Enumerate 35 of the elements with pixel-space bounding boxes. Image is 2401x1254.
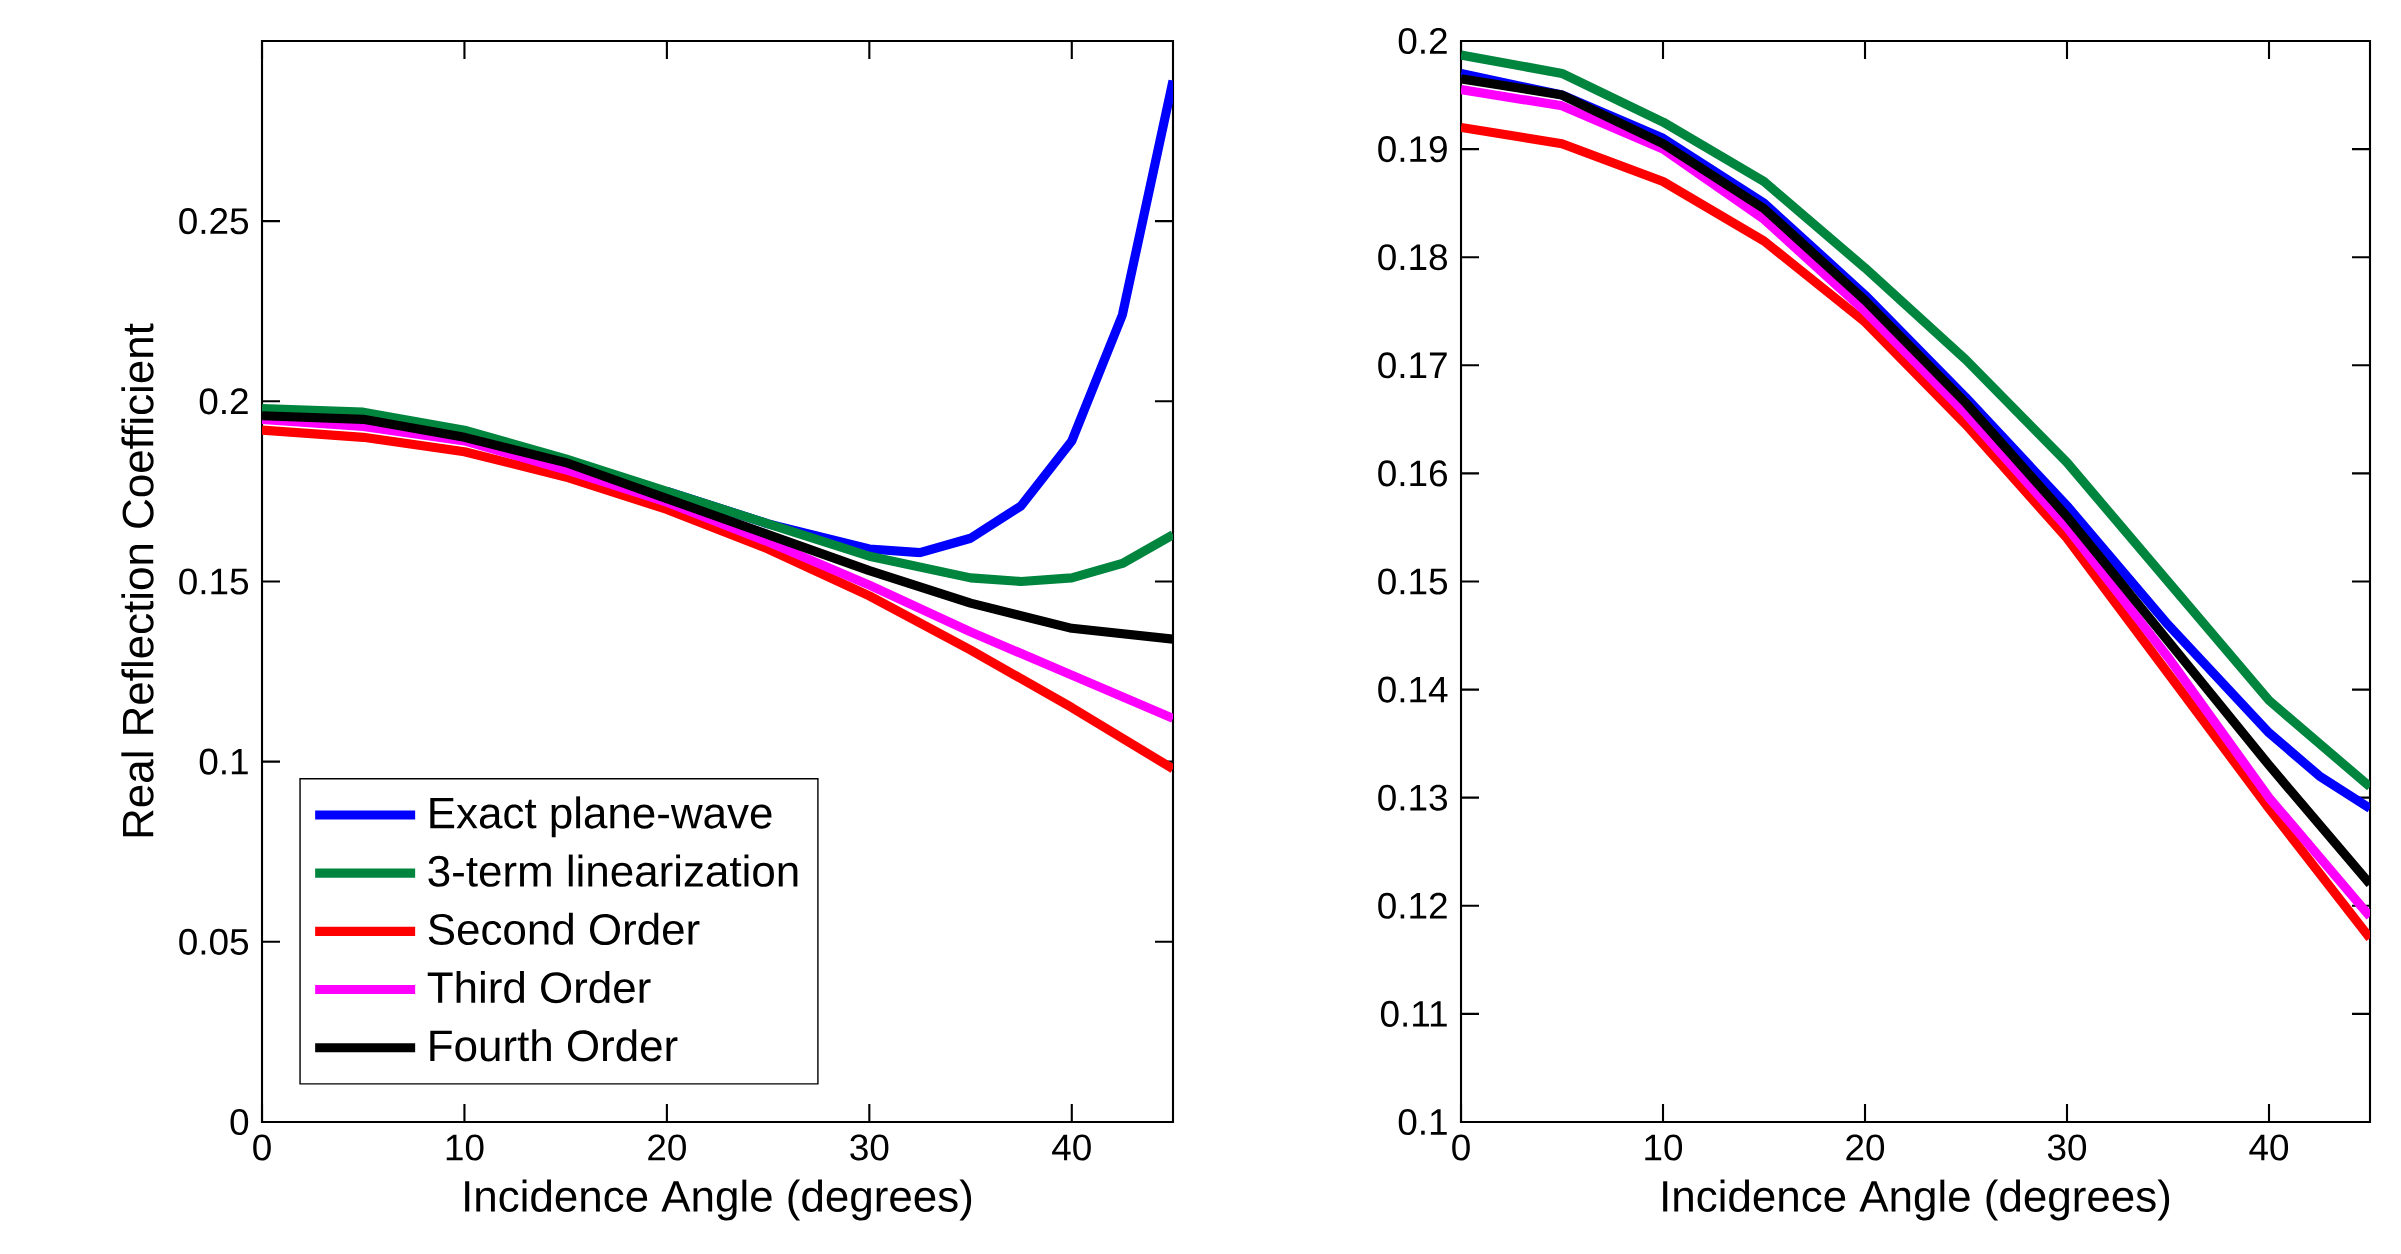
legend-label: Second Order bbox=[428, 912, 700, 946]
y-tick-label: 0.25 bbox=[179, 208, 249, 235]
y-tick-label: 0.14 bbox=[1378, 676, 1448, 703]
y-tick-label: 0.19 bbox=[1378, 136, 1447, 163]
x-tick-label: 30 bbox=[850, 1134, 889, 1161]
y-tick-label: 0.15 bbox=[1378, 568, 1448, 595]
x-tick-label: 20 bbox=[1846, 1134, 1885, 1161]
y-tick-label: 0.1 bbox=[1398, 1108, 1447, 1136]
x-axis-title: Incidence Angle (degrees) bbox=[465, 1179, 972, 1221]
x-axis-title: Incidence Angle (degrees) bbox=[1663, 1179, 2170, 1221]
y-tick-label: 0.18 bbox=[1378, 244, 1447, 271]
y-tick-label: 0.13 bbox=[1378, 784, 1447, 811]
legend-label: Fourth Order bbox=[430, 1029, 678, 1062]
y-tick-label: 0.15 bbox=[179, 568, 249, 595]
y-tick-label: 0 bbox=[230, 1108, 249, 1136]
x-tick-label: 30 bbox=[2047, 1134, 2087, 1161]
y-tick-label: 0.05 bbox=[179, 928, 249, 955]
x-tick-label: 0 bbox=[253, 1134, 271, 1161]
x-tick-label: 40 bbox=[1052, 1134, 1091, 1161]
y-axis-title: Real Reflection Coefficient bbox=[121, 323, 154, 837]
y-tick-label: 0.17 bbox=[1378, 352, 1447, 379]
y-tick-label: 0.2 bbox=[1398, 27, 1447, 55]
y-tick-label: 0.16 bbox=[1378, 460, 1447, 487]
y-tick-label: 0.2 bbox=[199, 388, 248, 415]
x-tick-label: 10 bbox=[1645, 1134, 1683, 1161]
legend-label: Exact plane-wave bbox=[430, 796, 772, 838]
legend-label: 3-term linearization bbox=[428, 854, 798, 887]
y-tick-label: 0.12 bbox=[1378, 892, 1447, 919]
y-tick-label: 0.11 bbox=[1380, 1000, 1447, 1027]
x-tick-label: 40 bbox=[2249, 1134, 2289, 1161]
x-tick-label: 20 bbox=[648, 1134, 686, 1161]
x-tick-label: 10 bbox=[446, 1134, 484, 1161]
y-tick-label: 0.1 bbox=[199, 748, 248, 775]
x-tick-label: 0 bbox=[1452, 1134, 1470, 1161]
legend-label: Third Order bbox=[427, 970, 651, 1004]
